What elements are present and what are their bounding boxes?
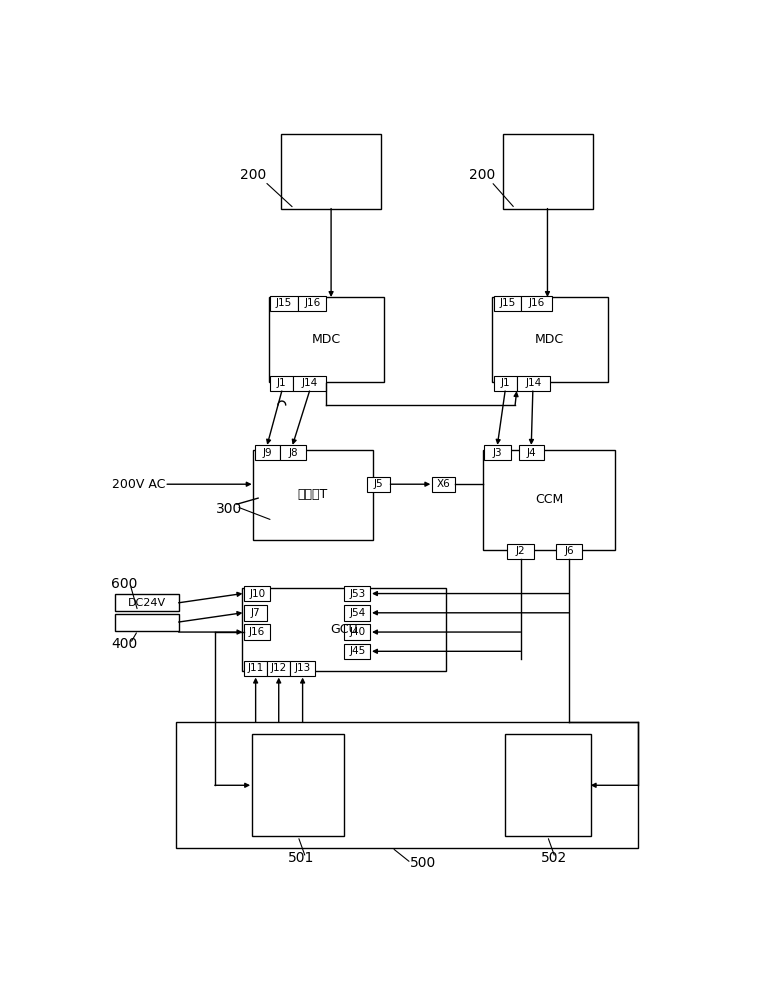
Bar bbox=[176, 722, 638, 848]
Bar bbox=[432, 477, 455, 492]
Text: J15: J15 bbox=[276, 298, 292, 308]
Text: J5: J5 bbox=[374, 479, 383, 489]
Text: 200: 200 bbox=[240, 168, 266, 182]
Text: J13: J13 bbox=[294, 663, 311, 673]
Bar bbox=[269, 297, 384, 382]
Text: J1: J1 bbox=[277, 378, 287, 388]
Bar bbox=[485, 445, 511, 460]
Bar bbox=[344, 586, 370, 601]
Bar bbox=[270, 296, 298, 311]
Text: J12: J12 bbox=[270, 663, 287, 673]
Text: J11: J11 bbox=[248, 663, 264, 673]
Bar bbox=[502, 134, 593, 209]
Bar bbox=[267, 661, 291, 676]
Text: 变压器T: 变压器T bbox=[298, 488, 328, 501]
Bar bbox=[291, 661, 315, 676]
Text: J1: J1 bbox=[500, 378, 510, 388]
Bar bbox=[252, 734, 344, 836]
Bar bbox=[241, 588, 446, 671]
Bar bbox=[115, 614, 178, 631]
Text: J54: J54 bbox=[349, 608, 365, 618]
Text: J2: J2 bbox=[516, 546, 525, 556]
Bar bbox=[367, 477, 390, 492]
Bar bbox=[244, 586, 270, 601]
Bar bbox=[492, 297, 608, 382]
Text: J7: J7 bbox=[251, 608, 260, 618]
Bar bbox=[505, 734, 590, 836]
Text: J53: J53 bbox=[349, 589, 365, 599]
Bar bbox=[556, 544, 582, 559]
Text: J6: J6 bbox=[564, 546, 574, 556]
Bar bbox=[255, 445, 280, 460]
Bar bbox=[507, 544, 534, 559]
Bar bbox=[253, 450, 372, 540]
Text: J16: J16 bbox=[304, 298, 320, 308]
Text: J16: J16 bbox=[529, 298, 545, 308]
Bar bbox=[344, 624, 370, 640]
Bar bbox=[344, 644, 370, 659]
Bar bbox=[244, 624, 270, 640]
Text: 200: 200 bbox=[469, 168, 495, 182]
Text: X6: X6 bbox=[437, 479, 450, 489]
Bar bbox=[521, 296, 552, 311]
Text: J40: J40 bbox=[349, 627, 365, 637]
Text: CCM: CCM bbox=[535, 493, 563, 506]
Bar bbox=[494, 376, 516, 391]
Bar bbox=[115, 594, 178, 611]
Text: 500: 500 bbox=[410, 856, 435, 870]
Bar bbox=[483, 450, 615, 550]
Text: MDC: MDC bbox=[312, 333, 341, 346]
Text: 600: 600 bbox=[111, 577, 137, 591]
Bar bbox=[244, 605, 267, 620]
Bar bbox=[294, 376, 326, 391]
Text: GCU: GCU bbox=[330, 623, 358, 636]
Text: J10: J10 bbox=[249, 589, 265, 599]
Bar bbox=[519, 445, 545, 460]
Text: 501: 501 bbox=[288, 851, 314, 865]
Bar bbox=[298, 296, 326, 311]
Text: DC24V: DC24V bbox=[128, 598, 166, 608]
Text: J3: J3 bbox=[493, 448, 502, 458]
Text: MDC: MDC bbox=[535, 333, 564, 346]
Text: J15: J15 bbox=[499, 298, 516, 308]
Bar bbox=[280, 445, 305, 460]
Text: 300: 300 bbox=[216, 502, 241, 516]
Bar bbox=[244, 661, 267, 676]
Text: J14: J14 bbox=[525, 378, 541, 388]
Text: 400: 400 bbox=[111, 637, 137, 651]
Bar bbox=[344, 605, 370, 620]
Text: J9: J9 bbox=[263, 448, 273, 458]
Text: J45: J45 bbox=[349, 646, 365, 656]
Text: J8: J8 bbox=[288, 448, 298, 458]
Bar bbox=[494, 296, 521, 311]
Text: J14: J14 bbox=[301, 378, 318, 388]
Bar bbox=[270, 376, 294, 391]
Text: 200V AC: 200V AC bbox=[112, 478, 166, 491]
Bar bbox=[281, 134, 381, 209]
Text: 502: 502 bbox=[541, 851, 567, 865]
Text: J4: J4 bbox=[527, 448, 537, 458]
Text: J16: J16 bbox=[249, 627, 266, 637]
Bar bbox=[516, 376, 550, 391]
